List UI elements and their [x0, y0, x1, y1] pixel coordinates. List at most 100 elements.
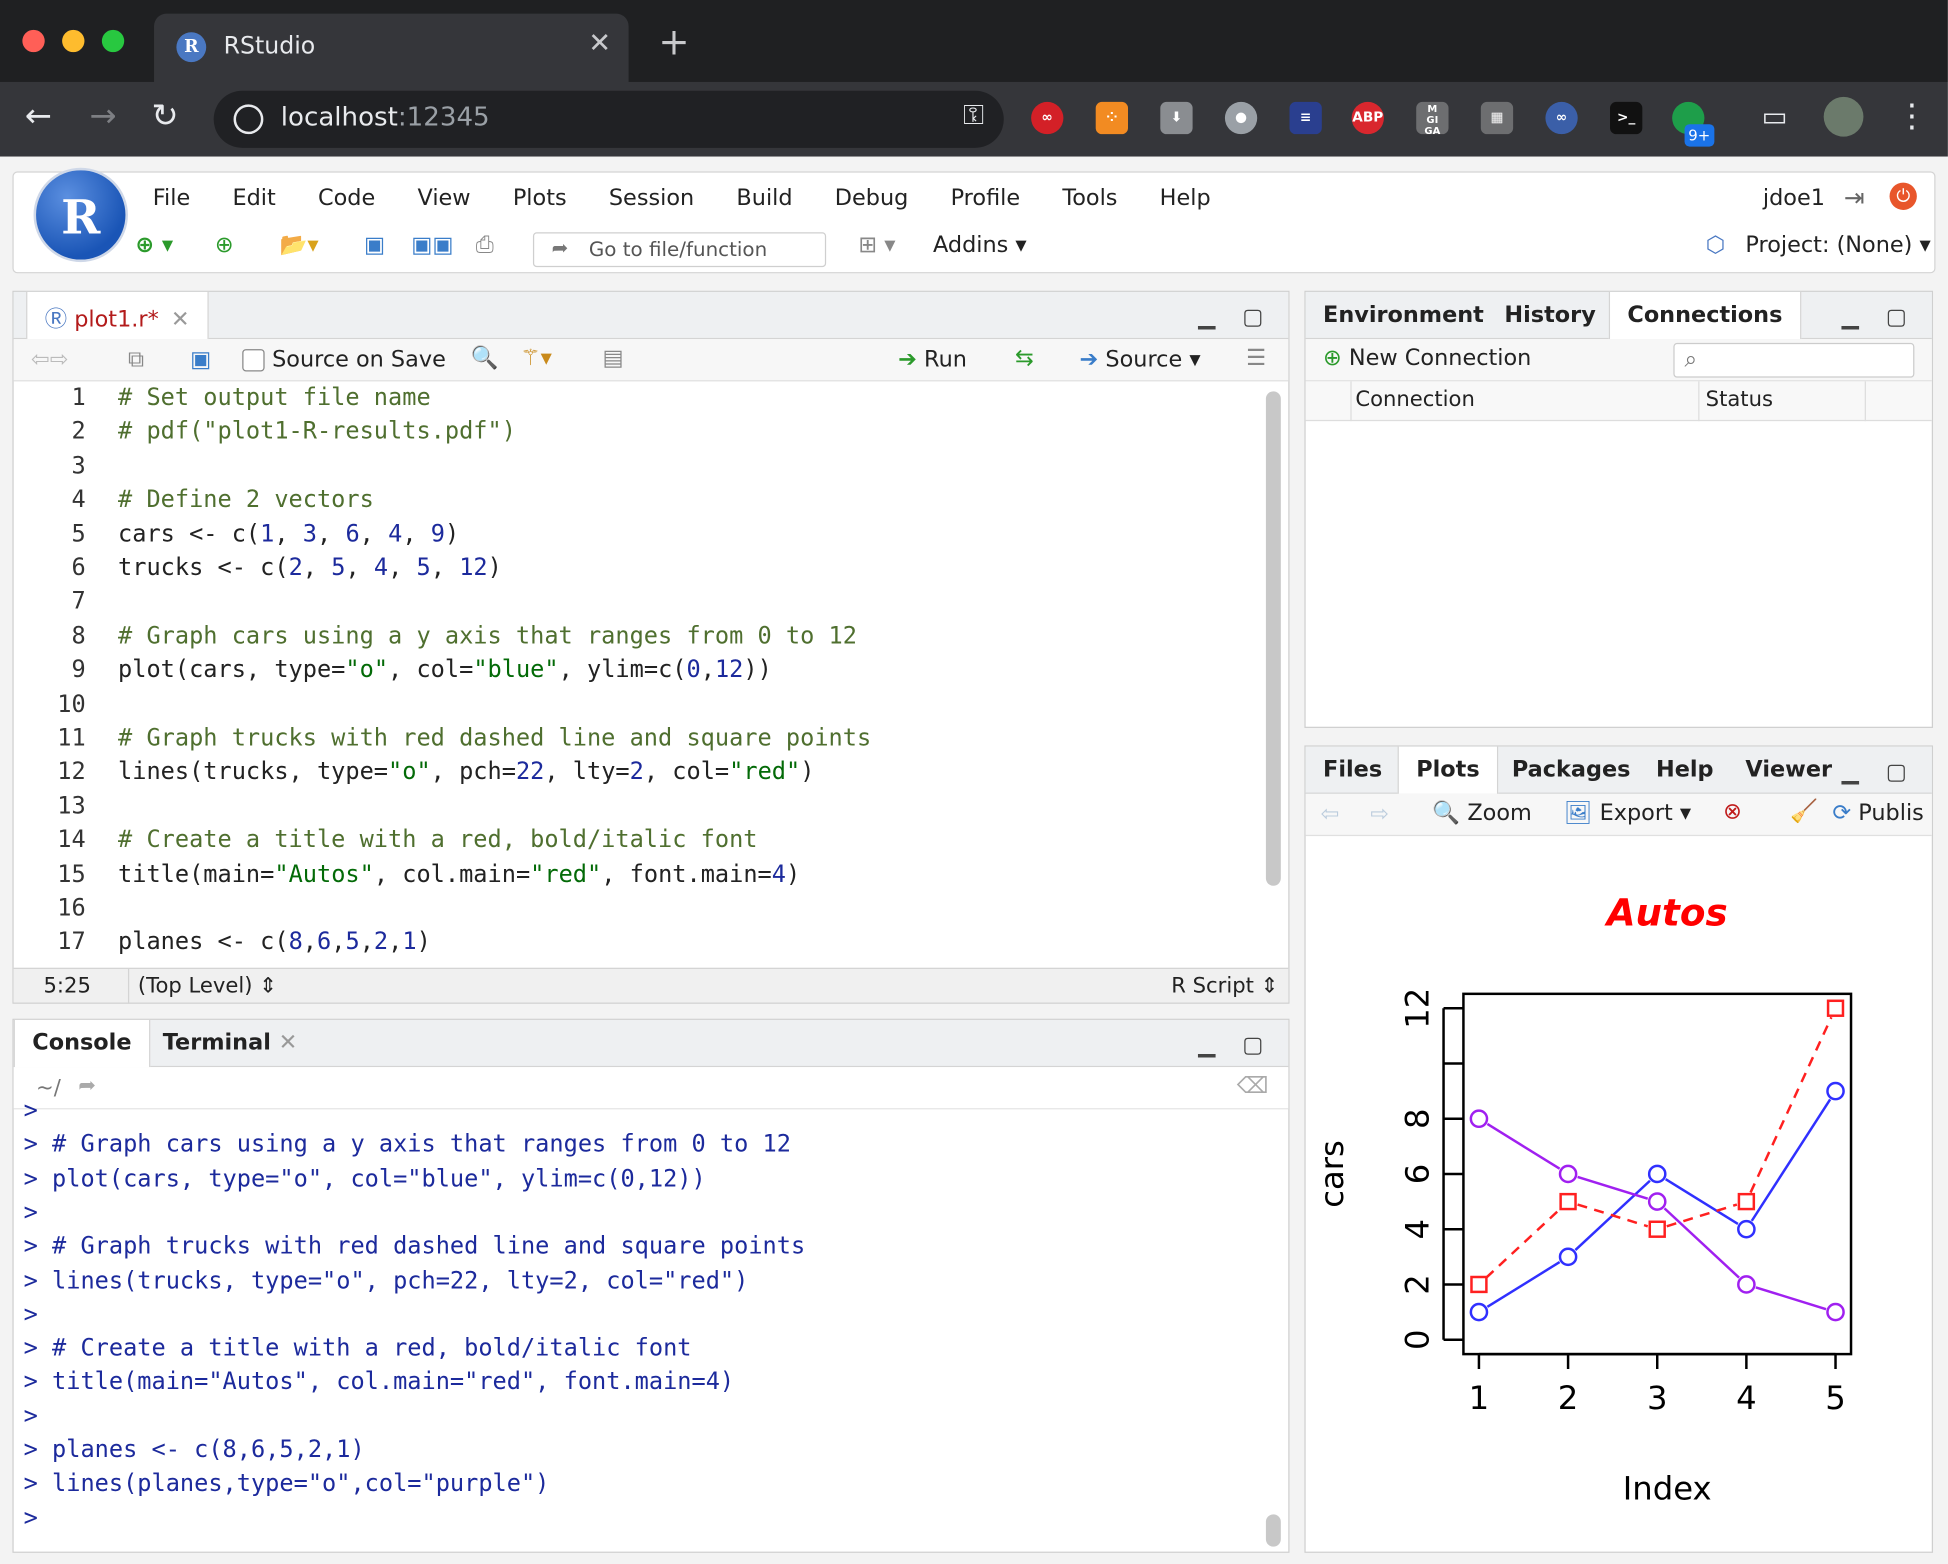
- editor-scrollbar[interactable]: [1265, 391, 1281, 886]
- adblock-extension-icon[interactable]: ABP: [1351, 101, 1384, 135]
- menu-kebab-icon[interactable]: ⋮: [1895, 98, 1929, 136]
- download-extension-icon[interactable]: ⬇: [1160, 101, 1193, 135]
- code-line[interactable]: 13: [14, 792, 1261, 826]
- gray-extension-icon[interactable]: ▦: [1480, 101, 1514, 135]
- menu-plots[interactable]: Plots: [512, 185, 567, 212]
- col-connection[interactable]: Connection: [1355, 387, 1475, 413]
- prev-plot-icon[interactable]: ⇦: [1320, 801, 1340, 828]
- zoom-button[interactable]: 🔍 Zoom: [1432, 800, 1531, 826]
- code-line[interactable]: 8 # Graph cars using a y axis that ranges…: [14, 622, 1261, 656]
- open-file-icon[interactable]: 📂▾: [279, 232, 319, 259]
- new-project-icon[interactable]: ⊕: [214, 232, 234, 259]
- editor-save-icon[interactable]: ▣: [190, 346, 212, 373]
- goto-wd-icon[interactable]: ➦: [78, 1073, 96, 1099]
- zoom-window-button[interactable]: [101, 29, 125, 53]
- addins-menu[interactable]: Addins ▾: [932, 232, 1027, 259]
- mgiga-extension-icon[interactable]: M GI GA: [1416, 101, 1449, 137]
- console-pane-minmax-icon[interactable]: ▁ ▢: [1198, 1032, 1274, 1059]
- menu-tools[interactable]: Tools: [1062, 185, 1118, 212]
- find-icon[interactable]: 🔍: [470, 345, 499, 372]
- flag-extension-icon[interactable]: ≡: [1289, 101, 1322, 135]
- console-scrollbar[interactable]: [1265, 1514, 1281, 1547]
- sign-out-icon[interactable]: ⇥: [1843, 182, 1865, 213]
- circle-extension-icon[interactable]: ●: [1224, 101, 1258, 135]
- code-line[interactable]: 15 title(main="Autos", col.main="red", fo…: [14, 860, 1261, 894]
- source-on-save-checkbox[interactable]: [242, 349, 265, 372]
- reload-icon[interactable]: ↻: [151, 98, 179, 136]
- run-button[interactable]: ➔ Run: [898, 347, 967, 373]
- menu-profile[interactable]: Profile: [950, 185, 1021, 212]
- clear-console-icon[interactable]: ⌫: [1236, 1073, 1269, 1100]
- clear-plots-icon[interactable]: 🧹: [1790, 798, 1819, 825]
- menu-view[interactable]: View: [417, 185, 471, 212]
- publish-button[interactable]: ⟳ Publis: [1832, 800, 1923, 826]
- rerun-icon[interactable]: ⇆: [1014, 345, 1034, 372]
- tab-plots[interactable]: Plots: [1397, 746, 1499, 794]
- menu-build[interactable]: Build: [736, 185, 793, 212]
- code-tools-icon[interactable]: ⚚▾: [520, 345, 552, 372]
- code-line[interactable]: 14 # Create a title with a red, bold/ital…: [14, 826, 1261, 860]
- terminal-extension-icon[interactable]: >_: [1610, 101, 1643, 135]
- tab-help[interactable]: Help: [1655, 756, 1714, 783]
- filetype-selector[interactable]: R Script ⇕: [1171, 973, 1279, 999]
- cast-icon[interactable]: ▭: [1761, 101, 1788, 133]
- next-plot-icon[interactable]: ⇨: [1370, 801, 1390, 828]
- remove-plot-icon[interactable]: ⊗: [1723, 798, 1742, 825]
- glasses-extension-icon[interactable]: ∞: [1545, 101, 1578, 135]
- code-line[interactable]: 4 # Define 2 vectors: [14, 486, 1261, 520]
- tab-history[interactable]: History: [1504, 301, 1596, 328]
- tab-packages[interactable]: Packages: [1511, 756, 1631, 783]
- profile-avatar[interactable]: [1823, 96, 1864, 137]
- code-line[interactable]: 2 # pdf("plot1-R-results.pdf"): [14, 418, 1261, 452]
- code-line[interactable]: 16: [14, 894, 1261, 928]
- tab-terminal[interactable]: Terminal ✕: [145, 1020, 314, 1067]
- project-menu[interactable]: Project: (None) ▾: [1745, 232, 1931, 259]
- show-in-window-icon[interactable]: ⧉: [127, 346, 144, 373]
- menu-help[interactable]: Help: [1159, 185, 1211, 212]
- tab-environment[interactable]: Environment: [1323, 301, 1484, 328]
- save-icon[interactable]: ▣: [363, 232, 386, 259]
- scope-selector[interactable]: (Top Level) ⇕: [137, 973, 277, 999]
- new-connection-button[interactable]: ⊕ New Connection: [1323, 345, 1531, 371]
- creative-cloud-extension-icon[interactable]: ∞: [1031, 101, 1064, 135]
- tab-connections[interactable]: Connections: [1608, 291, 1802, 340]
- env-pane-minmax-icon[interactable]: ▁ ▢: [1841, 304, 1917, 331]
- plots-pane-minmax-icon[interactable]: ▁ ▢: [1841, 759, 1917, 786]
- menu-edit[interactable]: Edit: [232, 185, 276, 212]
- minimize-window-button[interactable]: [62, 29, 85, 53]
- compile-report-icon[interactable]: ▤: [602, 345, 624, 372]
- code-line[interactable]: 6 trucks <- c(2, 5, 4, 5, 12): [14, 554, 1261, 588]
- tab-viewer[interactable]: Viewer: [1745, 756, 1833, 783]
- col-status[interactable]: Status: [1705, 387, 1773, 413]
- forward-icon[interactable]: →: [89, 98, 117, 136]
- tab-files[interactable]: Files: [1323, 756, 1383, 783]
- export-button[interactable]: 🖼 Export ▾: [1564, 800, 1692, 827]
- close-tab-icon[interactable]: ✕: [588, 28, 612, 60]
- new-file-icon[interactable]: ⊕ ▾: [135, 232, 174, 259]
- document-outline-icon[interactable]: ☰: [1246, 345, 1267, 372]
- close-editor-tab-icon[interactable]: ✕: [170, 306, 190, 333]
- code-line[interactable]: 5 cars <- c(1, 3, 6, 4, 9): [14, 520, 1261, 554]
- code-line[interactable]: 10: [14, 690, 1261, 724]
- code-line[interactable]: 1 # Set output file name: [14, 384, 1261, 418]
- back-nav-icon[interactable]: ⇦⇨: [31, 346, 69, 373]
- print-icon[interactable]: ⎙: [475, 232, 494, 259]
- tab-console[interactable]: Console: [13, 1019, 151, 1068]
- key-icon[interactable]: ⚿: [963, 100, 984, 132]
- editor-tab[interactable]: Ⓡ plot1.r* ✕: [26, 291, 209, 340]
- address-bar[interactable]: localhost:12345 ⚿: [213, 90, 1004, 148]
- site-info-icon[interactable]: [233, 104, 264, 135]
- code-line[interactable]: 9 plot(cars, type="o", col="blue", ylim=c…: [14, 656, 1261, 690]
- save-all-icon[interactable]: ▣▣: [411, 232, 454, 259]
- menu-debug[interactable]: Debug: [834, 185, 909, 212]
- code-line[interactable]: 11 # Graph trucks with red dashed line an…: [14, 724, 1261, 758]
- close-window-button[interactable]: [22, 29, 45, 53]
- menu-session[interactable]: Session: [608, 185, 695, 212]
- connections-search-input[interactable]: ⌕: [1673, 342, 1915, 378]
- close-terminal-icon[interactable]: ✕: [278, 1029, 298, 1056]
- source-pane-minmax-icon[interactable]: ▁ ▢: [1198, 304, 1274, 331]
- pane-layout-icon[interactable]: ⊞ ▾: [858, 232, 896, 259]
- new-tab-button[interactable]: +: [658, 21, 690, 65]
- code-editor[interactable]: 1 # Set output file name 2 # pdf("plot1-R-r…: [14, 381, 1261, 965]
- browser-tab[interactable]: R RStudio ✕: [154, 13, 629, 82]
